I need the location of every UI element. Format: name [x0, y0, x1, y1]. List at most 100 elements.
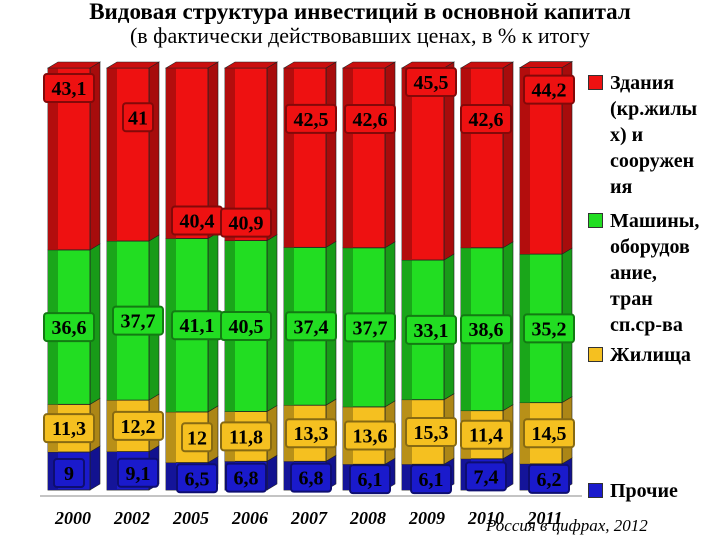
- data-label-box-housing-2006: [220, 421, 272, 452]
- bar-edge-buildings-2010: [461, 68, 471, 248]
- data-label-box-other-2007: [290, 462, 332, 493]
- data-label-box-buildings-2008: [344, 103, 396, 134]
- data-label-machinery-2011: 35,2: [532, 318, 567, 340]
- legend-swatch-buildings: [588, 75, 603, 90]
- bar-top-2010: [459, 61, 515, 69]
- legend-swatch-machinery: [588, 213, 603, 228]
- data-label-box-buildings-2011: [523, 74, 575, 105]
- bar-side-other-2000: [89, 445, 101, 491]
- source-note: Россия в цифрах, 2012: [486, 516, 648, 535]
- data-label-machinery-2008: 37,7: [353, 317, 388, 339]
- bar-edge-buildings-2000: [48, 68, 58, 250]
- legend-item-other: Прочие: [588, 478, 720, 504]
- legend-label-machinery: Машины, оборудов ание, тран сп.ср-ва: [610, 210, 700, 336]
- data-label-machinery-2009: 33,1: [414, 320, 449, 342]
- data-label-other-2005: 6,5: [185, 468, 210, 490]
- x-tick-label-2000: 2000: [54, 508, 91, 528]
- bar-edge-buildings-2007: [284, 68, 294, 248]
- data-label-other-2002: 9,1: [126, 463, 151, 485]
- data-label-buildings-2011: 44,2: [532, 80, 567, 102]
- x-tick-label-2011: 2011: [526, 508, 562, 528]
- bar-top-2011: [518, 61, 574, 68]
- chart-subtitle: (в фактически действовавших ценах, в % к…: [129, 23, 591, 48]
- bar-edge-other-2011: [520, 463, 530, 490]
- bar-edge-housing-2005: [166, 411, 176, 463]
- x-tick-label-2010: 2010: [467, 508, 504, 528]
- data-label-box-machinery-2007: [285, 311, 337, 342]
- data-label-housing-2000: 11,3: [52, 418, 86, 440]
- data-label-box-buildings-2010: [460, 103, 512, 134]
- data-label-box-machinery-2010: [460, 314, 512, 345]
- bar-top-2005: [164, 61, 220, 69]
- data-label-box-other-2011: [528, 463, 570, 494]
- data-label-other-2007: 6,8: [299, 468, 324, 490]
- data-label-box-other-2010: [465, 461, 507, 492]
- bar-side-buildings-2002: [148, 61, 160, 242]
- data-label-machinery-2000: 36,6: [52, 317, 87, 339]
- data-label-box-machinery-2000: [43, 312, 95, 343]
- bar-side-buildings-2008: [384, 61, 396, 249]
- data-label-box-housing-2005: [181, 422, 213, 453]
- bar-edge-other-2008: [343, 464, 353, 490]
- bar-top-2008: [341, 61, 397, 69]
- data-label-box-buildings-2006: [220, 207, 272, 238]
- bar-top-2000: [46, 61, 102, 69]
- data-label-housing-2009: 15,3: [414, 422, 449, 444]
- x-tick-label-2005: 2005: [172, 508, 209, 528]
- data-label-other-2010: 7,4: [474, 466, 499, 488]
- data-label-box-machinery-2002: [112, 305, 164, 336]
- legend-swatch-housing: [588, 347, 603, 362]
- bar-edge-buildings-2011: [520, 67, 530, 255]
- data-label-housing-2010: 11,4: [469, 425, 503, 447]
- legend-item-machinery: Машины, оборудов ание, тран сп.ср-ва: [588, 208, 720, 338]
- data-label-buildings-2000: 43,1: [52, 78, 87, 100]
- data-label-other-2011: 6,2: [537, 469, 562, 491]
- data-label-box-machinery-2009: [405, 314, 457, 345]
- data-label-buildings-2008: 42,6: [353, 109, 388, 131]
- bar-edge-other-2005: [166, 462, 176, 490]
- chart-title: Видовая структура инвестиций в основной …: [89, 0, 631, 24]
- bar-edge-buildings-2008: [343, 68, 353, 248]
- bar-edge-buildings-2005: [166, 68, 176, 239]
- legend-swatch-other: [588, 483, 603, 498]
- data-label-box-machinery-2008: [344, 312, 396, 343]
- data-label-box-housing-2002: [112, 410, 164, 441]
- data-label-other-2006: 6,8: [234, 468, 259, 490]
- bar-top-2006: [223, 61, 279, 69]
- legend-label-other: Прочие: [610, 480, 678, 502]
- data-label-housing-2005: 12: [187, 427, 207, 449]
- data-label-other-2009: 6,1: [419, 469, 444, 491]
- data-label-buildings-2006: 40,9: [229, 213, 264, 235]
- legend-item-buildings: Здания (кр.жилы х) и сооружен ия: [588, 70, 720, 200]
- bar-edge-other-2002: [107, 451, 117, 490]
- x-tick-label-2009: 2009: [408, 508, 445, 528]
- bar-edge-other-2007: [284, 461, 294, 490]
- data-label-box-other-2005: [176, 463, 218, 494]
- data-label-buildings-2002: 41: [128, 107, 148, 129]
- bar-edge-other-2009: [402, 464, 412, 490]
- data-label-box-buildings-2000: [43, 73, 95, 103]
- bar-top-2007: [282, 61, 338, 69]
- data-label-box-other-2009: [410, 464, 452, 495]
- data-label-box-buildings-2009: [405, 67, 457, 97]
- legend-label-housing: Жилища: [610, 344, 691, 366]
- x-tick-label-2007: 2007: [290, 508, 328, 528]
- data-label-box-housing-2008: [344, 420, 396, 451]
- x-tick-label-2002: 2002: [113, 508, 150, 528]
- data-label-housing-2007: 13,3: [294, 423, 329, 445]
- bar-side-buildings-2007: [325, 61, 337, 248]
- data-label-housing-2011: 14,5: [532, 423, 567, 445]
- data-label-buildings-2010: 42,6: [469, 109, 504, 131]
- data-label-box-housing-2007: [285, 418, 337, 449]
- data-label-box-other-2008: [349, 464, 391, 495]
- legend-label-buildings: Здания (кр.жилы х) и сооружен ия: [610, 72, 698, 198]
- bar-side-buildings-2010: [502, 61, 514, 249]
- bar-top-2002: [105, 61, 161, 69]
- data-label-box-machinery-2006: [220, 311, 272, 342]
- data-label-box-housing-2000: [43, 413, 95, 444]
- data-label-housing-2006: 11,8: [229, 426, 263, 448]
- data-label-machinery-2007: 37,4: [294, 316, 329, 338]
- data-label-box-buildings-2007: [285, 103, 337, 134]
- data-label-box-housing-2010: [460, 419, 512, 450]
- data-label-box-other-2002: [117, 457, 159, 488]
